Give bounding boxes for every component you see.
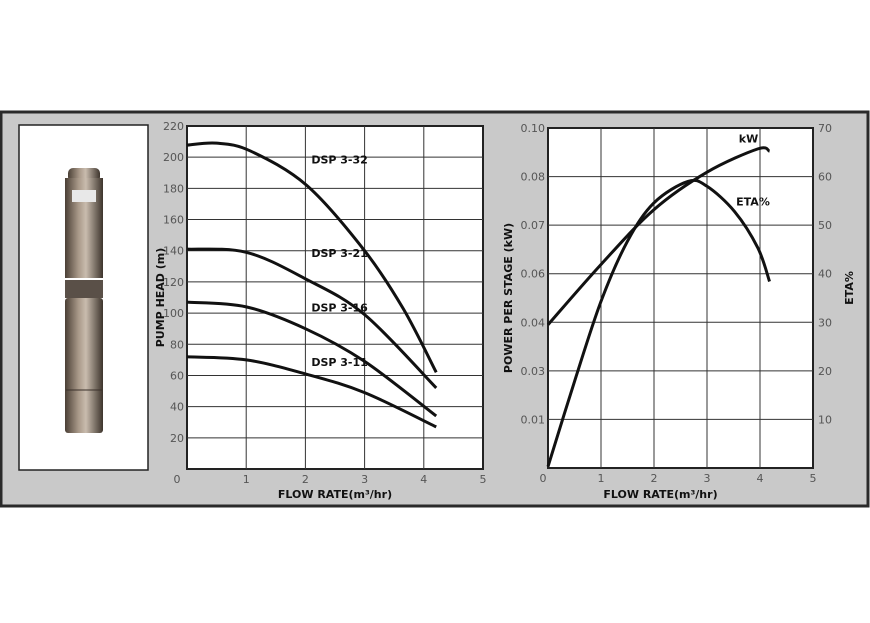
x-tick-label: 4 (757, 472, 764, 485)
x-tick-label: 0 (540, 472, 547, 485)
y-tick-label: 200 (163, 151, 184, 164)
y2-axis-label: ETA% (843, 271, 856, 305)
x-tick-label: 1 (243, 473, 250, 486)
x-tick-label: 2 (651, 472, 658, 485)
series-line (186, 300, 438, 418)
y-tick-label: 0.04 (521, 316, 546, 329)
y2-tick-label: 30 (818, 316, 832, 329)
x-tick-label: 3 (704, 472, 711, 485)
y-tick-label: 220 (163, 120, 184, 133)
series-line (186, 141, 438, 374)
power-efficiency-chart: 0.100.080.070.060.040.030.01706050403020… (502, 122, 856, 501)
y-tick-label: 20 (170, 432, 184, 445)
y2-tick-label: 60 (818, 171, 832, 184)
y-axis-label: PUMP HEAD (m) (154, 248, 167, 348)
y-tick-label: 0.08 (521, 171, 546, 184)
y-tick-label: 0.07 (521, 219, 546, 232)
series-label: DSP 3-21 (311, 247, 367, 260)
submersible-pump-icon (65, 168, 103, 433)
y-tick-label: 0.06 (521, 268, 546, 281)
series-line (186, 355, 437, 429)
product-photo (18, 124, 149, 471)
plot-area (186, 125, 484, 470)
y-tick-label: 180 (163, 182, 184, 195)
y-tick-label: 120 (163, 276, 184, 289)
x-tick-label: 4 (420, 473, 427, 486)
x-tick-label: 1 (598, 472, 605, 485)
y-tick-label: 80 (170, 338, 184, 351)
y-tick-label: 160 (163, 214, 184, 227)
y-tick-label: 60 (170, 369, 184, 382)
y-tick-label: 100 (163, 307, 184, 320)
y2-tick-label: 70 (818, 122, 832, 135)
x-tick-label: 5 (480, 473, 487, 486)
series-label: ETA% (736, 196, 770, 209)
plot-area (547, 127, 814, 469)
x-axis-label: FLOW RATE(m³/hr) (278, 488, 392, 501)
y-axis-label: POWER PER STAGE (kW) (502, 223, 515, 373)
y2-tick-label: 40 (818, 268, 832, 281)
y-tick-label: 0.10 (521, 122, 546, 135)
y-tick-label: 40 (170, 401, 184, 414)
y2-tick-label: 50 (818, 219, 832, 232)
x-tick-label: 5 (810, 472, 817, 485)
series-label: kW (739, 133, 758, 146)
series-line (546, 146, 771, 326)
series-label: DSP 3-32 (311, 153, 367, 166)
y-tick-label: 0.03 (521, 365, 546, 378)
series-line (186, 247, 438, 389)
x-tick-label: 2 (302, 473, 309, 486)
y2-tick-label: 10 (818, 413, 832, 426)
series-label: DSP 3-16 (311, 302, 368, 315)
x-tick-label: 3 (361, 473, 368, 486)
series-line (546, 178, 771, 467)
x-axis-label: FLOW RATE(m³/hr) (603, 488, 717, 501)
y-tick-label: 140 (163, 245, 184, 258)
y-tick-label: 0.01 (521, 413, 546, 426)
x-tick-label: 0 (174, 473, 181, 486)
series-label: DSP 3-11 (311, 356, 367, 369)
y2-tick-label: 20 (818, 365, 832, 378)
